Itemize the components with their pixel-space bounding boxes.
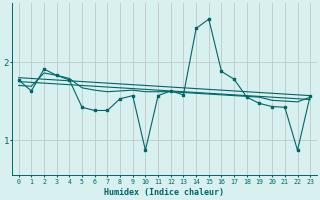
X-axis label: Humidex (Indice chaleur): Humidex (Indice chaleur) — [104, 188, 224, 197]
